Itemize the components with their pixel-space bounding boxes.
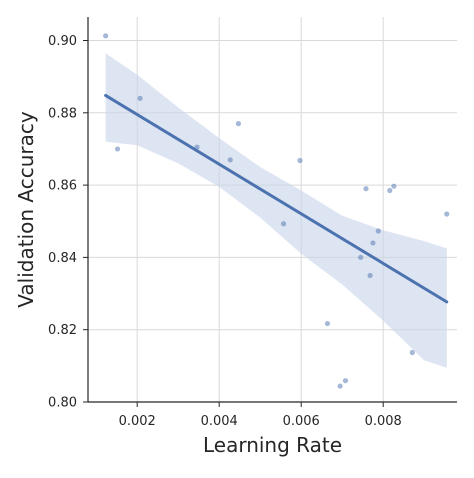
data-point <box>337 383 343 389</box>
data-point <box>297 157 303 164</box>
regression-line <box>104 93 449 304</box>
x-tick-label: 0.008 <box>365 414 402 429</box>
x-tick-label: 0.004 <box>201 414 238 429</box>
data-point <box>358 254 364 260</box>
data-point <box>387 187 393 194</box>
tick-labels: 0.002 0.004 0.006 0.008 0.80 0.82 0.84 0.86 0.88… <box>48 34 402 429</box>
y-tick-label: 0.88 <box>48 106 77 121</box>
data-point <box>342 378 349 384</box>
y-tick-label: 0.80 <box>48 396 77 411</box>
data-point <box>363 186 369 192</box>
confidence-band-layer <box>105 53 447 368</box>
x-tick-label: 0.002 <box>119 414 156 429</box>
data-point <box>227 157 233 163</box>
data-point <box>194 144 200 150</box>
regression-line-layer <box>104 93 449 304</box>
y-tick-label: 0.90 <box>48 34 77 49</box>
y-tick-label: 0.84 <box>48 251 77 266</box>
x-tick-label: 0.006 <box>283 414 320 429</box>
data-point <box>375 228 381 234</box>
data-point <box>137 95 143 101</box>
data-point <box>367 272 373 279</box>
data-point <box>235 121 242 127</box>
data-points <box>103 33 450 389</box>
data-point <box>324 320 331 327</box>
data-point <box>103 33 109 39</box>
axes <box>83 17 457 407</box>
confidence-band <box>105 53 447 368</box>
y-axis-title: Validation Accuracy <box>14 111 38 308</box>
data-point <box>409 349 415 356</box>
data-point <box>391 183 397 189</box>
data-point <box>370 240 376 246</box>
y-tick-label: 0.86 <box>48 179 77 194</box>
x-axis-title: Learning Rate <box>203 433 342 457</box>
data-point <box>280 221 287 227</box>
data-point <box>114 146 121 152</box>
y-tick-label: 0.82 <box>48 323 77 338</box>
data-point <box>444 211 450 217</box>
